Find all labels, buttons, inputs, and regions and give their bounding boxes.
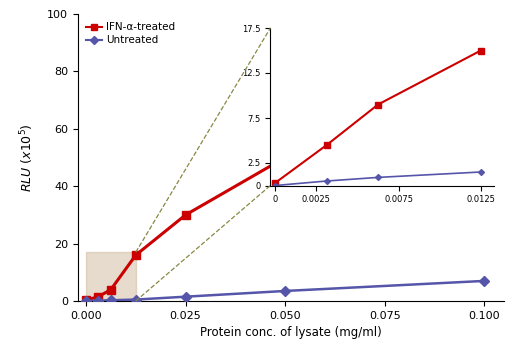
Text: $RLU$ $(x10^5)$: $RLU$ $(x10^5)$: [18, 123, 36, 192]
X-axis label: Protein conc. of lysate (mg/ml): Protein conc. of lysate (mg/ml): [200, 326, 382, 339]
Legend: IFN-α-treated, Untreated: IFN-α-treated, Untreated: [83, 19, 178, 49]
